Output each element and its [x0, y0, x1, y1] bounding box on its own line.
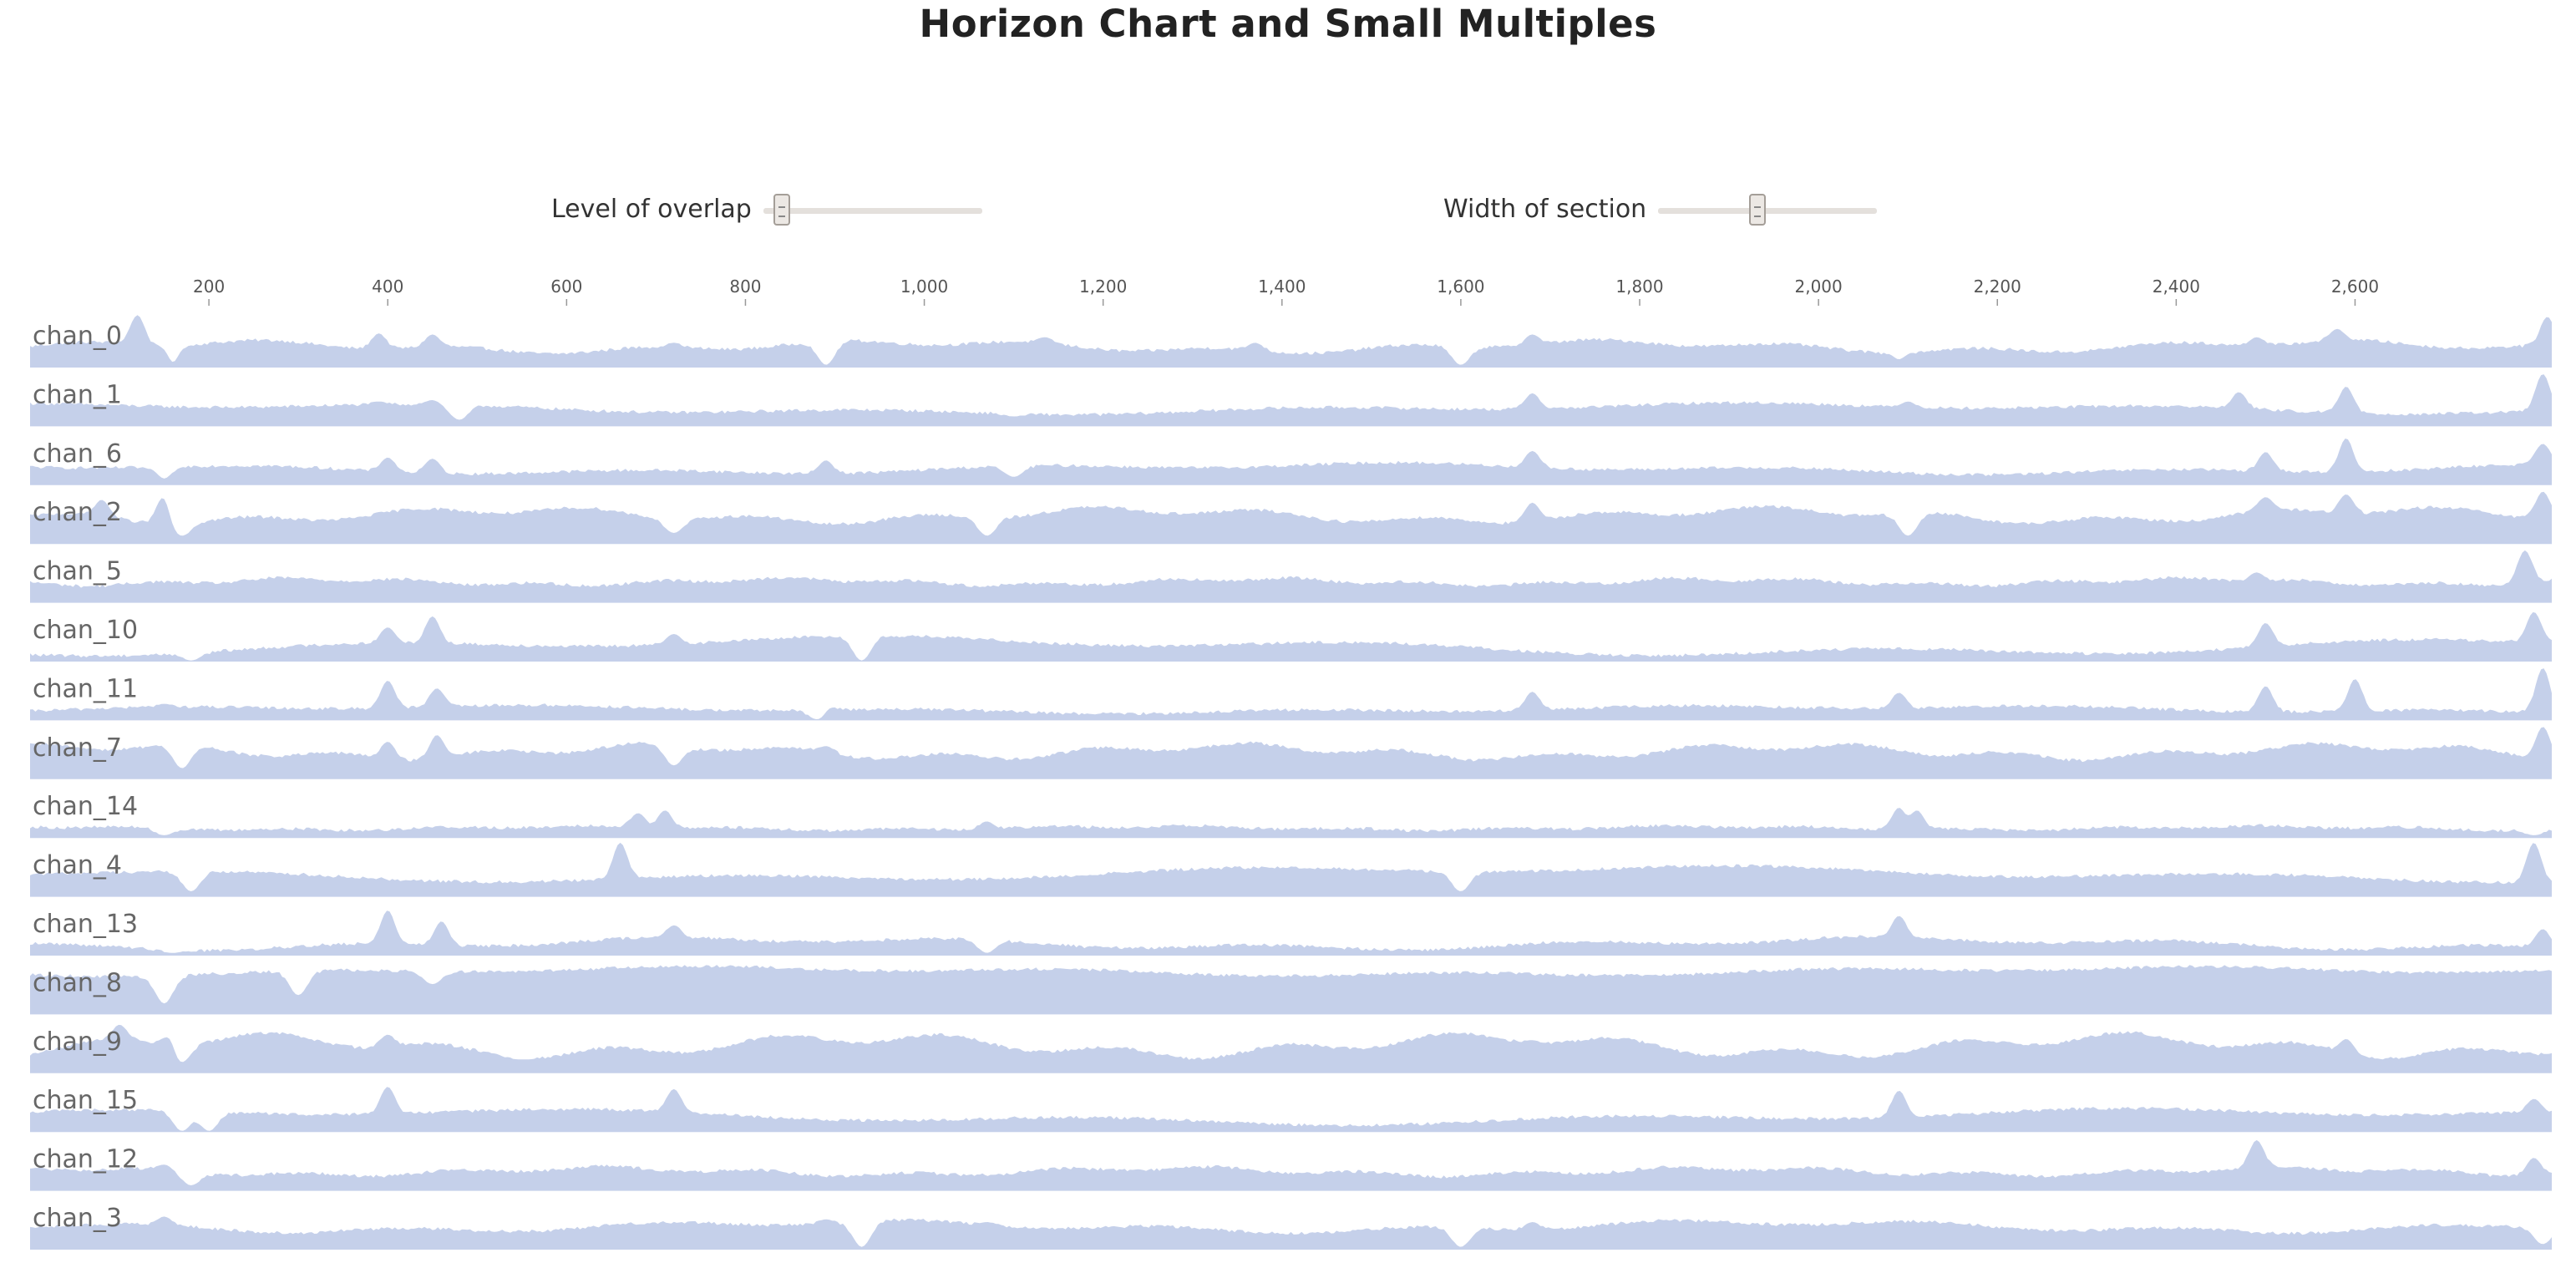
page-title: Horizon Chart and Small Multiples	[919, 2, 1657, 46]
series-area-chan-3	[30, 1216, 2552, 1250]
x-tick-label: 1,000	[900, 276, 948, 297]
width-label: Width of section	[1443, 194, 1647, 224]
series-label: chan_6	[33, 439, 122, 469]
width-slider-track[interactable]	[1658, 208, 1878, 214]
overlap-slider-handle[interactable]	[773, 194, 790, 226]
series-area-chan-1	[30, 374, 2552, 427]
series-label: chan_7	[33, 733, 122, 763]
series-area-chan-13	[30, 910, 2552, 956]
series-label: chan_1	[33, 380, 122, 409]
x-tick-label: 200	[193, 276, 225, 297]
series-area-chan-15	[30, 1087, 2552, 1133]
x-tick-label: 400	[372, 276, 403, 297]
x-tick-label: 1,200	[1079, 276, 1127, 297]
series-area-chan-0	[30, 315, 2552, 368]
series-label: chan_9	[33, 1027, 122, 1057]
overlap-slider[interactable]	[763, 192, 982, 226]
series-label: chan_4	[33, 851, 122, 880]
series-label: chan_13	[33, 910, 138, 939]
series-label: chan_11	[33, 674, 138, 703]
width-slider-handle[interactable]	[1749, 194, 1767, 226]
x-tick-label: 2,600	[2331, 276, 2379, 297]
series-area-chan-7	[30, 727, 2552, 779]
series-area-chan-8	[30, 965, 2552, 1015]
series-label: chan_12	[33, 1145, 138, 1174]
series-label: chan_14	[33, 792, 138, 821]
series-area-chan-11	[30, 668, 2552, 721]
series-label: chan_2	[33, 498, 122, 527]
x-tick-label: 2,000	[1795, 276, 1843, 297]
x-tick-label: 600	[550, 276, 582, 297]
series-area-chan-2	[30, 491, 2552, 545]
series-area-chan-4	[30, 842, 2552, 897]
width-slider[interactable]	[1658, 192, 1878, 226]
x-tick-label: 1,600	[1437, 276, 1484, 297]
overlap-label: Level of overlap	[551, 194, 752, 224]
series-area-chan-10	[30, 611, 2552, 662]
x-tick-label: 1,800	[1615, 276, 1663, 297]
series-label: chan_3	[33, 1204, 122, 1233]
overlap-control: Level of overlap	[551, 184, 982, 234]
x-tick-label: 800	[729, 276, 761, 297]
series-label: chan_10	[33, 616, 138, 645]
series-label: chan_0	[33, 322, 122, 351]
series-area-chan-14	[30, 808, 2552, 839]
x-tick-label: 1,400	[1258, 276, 1306, 297]
width-control: Width of section	[1443, 184, 1878, 234]
series-label: chan_5	[33, 557, 122, 586]
series-area-chan-6	[30, 439, 2552, 485]
series-label: chan_8	[33, 968, 122, 997]
overlap-slider-track[interactable]	[763, 208, 982, 214]
series-area-chan-9	[30, 1024, 2552, 1073]
series-area-chan-5	[30, 550, 2552, 603]
series-label: chan_15	[33, 1086, 138, 1115]
series-area-chan-12	[30, 1139, 2552, 1191]
x-tick-label: 2,400	[2153, 276, 2200, 297]
x-tick-label: 2,200	[1974, 276, 2021, 297]
